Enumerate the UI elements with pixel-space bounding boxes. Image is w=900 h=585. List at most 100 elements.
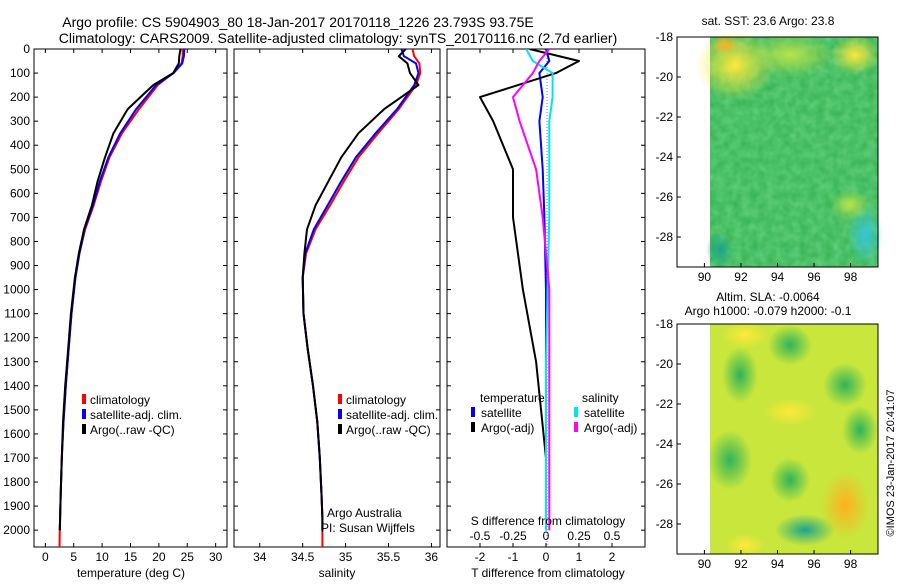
- map-x-tick-label: 92: [734, 270, 748, 284]
- y-tick-label: 1000: [3, 283, 30, 297]
- x-tick-label: 0: [543, 550, 550, 564]
- sla-low-patch: [775, 514, 835, 546]
- map-y-tick-label: -22: [656, 110, 674, 124]
- y-tick-label: 1100: [4, 307, 30, 321]
- y-tick-label: 1700: [3, 451, 30, 465]
- legend-swatch-temp-satellite: [471, 407, 475, 417]
- y-tick-label: 1800: [3, 475, 30, 489]
- x-tick-label: 10: [95, 550, 109, 564]
- x-tick-label: 30: [209, 550, 223, 564]
- sla-low-patch: [768, 325, 812, 365]
- map-y-tick-label: -26: [656, 190, 674, 204]
- x-tick-label: 20: [152, 550, 166, 564]
- y-tick-label: 900: [10, 259, 30, 273]
- figure-title-line1: Argo profile: CS 5904903_80 18-Jan-2017 …: [62, 14, 533, 30]
- legend-sal-satellite: satellite: [584, 406, 625, 420]
- x-tick-label: 25: [181, 550, 195, 564]
- sla-high-patch: [725, 533, 765, 557]
- y-tick-label: 2000: [3, 523, 30, 537]
- y-tick-label: 800: [10, 234, 30, 248]
- annotation-pi: PI: Susan Wijffels: [321, 521, 415, 535]
- y-tick-label: 1600: [3, 427, 30, 441]
- series-line-salinity-argo-adj-: [512, 49, 551, 531]
- s-tick-label: 0.25: [567, 529, 591, 543]
- sst-warm-patch: [711, 35, 739, 55]
- y-tick-label: 700: [10, 210, 30, 224]
- legend-header-salinity: salinity: [582, 391, 619, 405]
- x-tick-label: 0: [42, 550, 49, 564]
- figure-title-line2: Climatology: CARS2009. Satellite-adjuste…: [59, 30, 617, 46]
- map-y-tick-label: -28: [656, 230, 674, 244]
- sla-low-patch: [770, 458, 810, 502]
- legend-swatch-argo: [338, 424, 342, 434]
- t-difference-xlabel: T difference from climatology: [471, 566, 625, 580]
- sst-map-panel: sat. SST: 23.6 Argo: 23.8 -18 -20 -22 -24 -2…: [656, 14, 883, 284]
- series-line-salinity-satellite: [525, 49, 554, 531]
- x-tick-label: 2: [609, 550, 616, 564]
- sla-high-patch: [762, 398, 818, 426]
- x-tick-label: 36: [425, 550, 439, 564]
- y-tick-label: 1400: [3, 379, 30, 393]
- copyright-label: ©IMOS 23-Jan-2017 20:41:07: [885, 390, 897, 537]
- sst-map-title: sat. SST: 23.6 Argo: 23.8: [702, 14, 835, 28]
- series-line-climatology: [58, 49, 184, 547]
- map-y-tick-label: -24: [656, 437, 674, 451]
- y-tick-label: 1500: [3, 403, 30, 417]
- series-line-satellite-adj-clim-: [58, 49, 186, 531]
- map-y-tick-label: -18: [656, 317, 674, 331]
- sla-map-title-line2: Argo h1000: -0.079 h2000: -0.1: [685, 304, 852, 318]
- map-x-tick-label: 98: [844, 270, 858, 284]
- temperature-legend: climatology satellite-adj. clim. Argo(..…: [82, 393, 182, 437]
- legend-climatology: climatology: [346, 393, 406, 407]
- sla-map-title-line1: Altim. SLA: -0.0064: [716, 290, 820, 304]
- legend-argo: Argo(..raw -QC): [346, 423, 431, 437]
- x-tick-label: 1: [576, 550, 583, 564]
- map-x-tick-label: 96: [807, 270, 821, 284]
- x-tick-label: 35.5: [377, 550, 401, 564]
- x-tick-label: 35: [339, 550, 353, 564]
- s-tick-label: 0: [543, 529, 550, 543]
- map-y-tick-label: -20: [656, 70, 674, 84]
- legend-satellite-adj: satellite-adj. clim.: [90, 408, 182, 422]
- salinity-panel-frame: [233, 48, 441, 548]
- series-line-argo-raw-qc-: [58, 49, 182, 531]
- legend-satellite-adj: satellite-adj. clim.: [346, 408, 438, 422]
- y-tick-label: 1200: [3, 331, 30, 345]
- y-tick-label: 100: [10, 66, 30, 80]
- s-tick-label: -0.5: [470, 529, 491, 543]
- series-line-argo-raw-qc-: [301, 49, 420, 531]
- temperature-panel: 0100200300400500600700800900100011001200…: [3, 42, 228, 580]
- s-tick-label: 0.5: [604, 529, 621, 543]
- map-y-tick-label: -18: [656, 30, 674, 44]
- x-tick-label: 34.5: [291, 550, 315, 564]
- map-y-tick-label: -20: [656, 357, 674, 371]
- temperature-xlabel: temperature (deg C): [77, 566, 185, 580]
- map-y-tick-label: -24: [656, 150, 674, 164]
- y-tick-label: 200: [10, 90, 30, 104]
- y-tick-label: 600: [10, 186, 30, 200]
- map-x-tick-label: 92: [734, 557, 748, 571]
- s-difference-label: S difference from climatology: [471, 514, 626, 528]
- sst-warm-patch: [745, 33, 835, 77]
- sla-low-patch: [842, 406, 878, 454]
- sst-warm-patch: [830, 189, 870, 221]
- map-x-tick-label: 96: [807, 557, 821, 571]
- x-tick-label: 15: [124, 550, 138, 564]
- legend-argo: Argo(..raw -QC): [90, 423, 175, 437]
- sla-low-patch: [708, 430, 752, 490]
- legend-swatch-climatology: [338, 394, 342, 404]
- salinity-legend: climatology satellite-adj. clim. Argo(..…: [338, 393, 438, 437]
- map-y-tick-label: -28: [656, 517, 674, 531]
- sla-low-patch: [722, 347, 758, 403]
- legend-swatch-climatology: [82, 394, 86, 404]
- x-tick-label: 5: [70, 550, 77, 564]
- legend-swatch-satellite-adj: [338, 409, 342, 419]
- y-tick-label: 400: [10, 138, 30, 152]
- sla-map-panel: Altim. SLA: -0.0064 Argo h1000: -0.079 h…: [656, 290, 879, 571]
- legend-swatch-satellite-adj: [82, 409, 86, 419]
- x-tick-label: -2: [475, 550, 486, 564]
- series-line-temperature-argo-adj-: [479, 49, 580, 531]
- y-tick-label: 500: [10, 162, 30, 176]
